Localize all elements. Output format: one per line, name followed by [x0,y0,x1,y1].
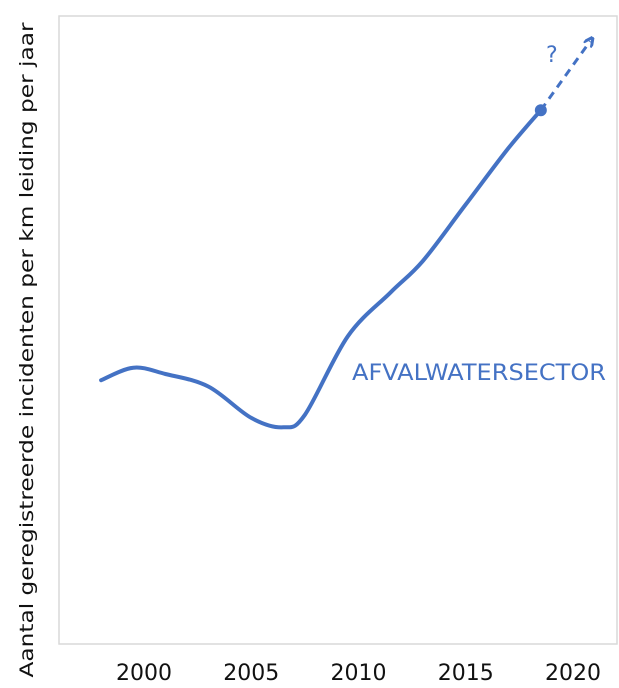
x-tick-label-2000: 2000 [116,661,172,686]
x-tick-label-2005: 2005 [223,661,279,686]
series-line-0 [99,108,543,430]
x-tick-label-2020: 2020 [545,661,601,686]
x-tick-labels: 2000 2005 2010 2015 2020 [116,661,601,686]
series-layer: AFVALWATERSECTOR? [99,41,606,430]
x-tick-label-2010: 2010 [331,661,387,686]
projection-arrow [539,41,590,112]
end-point-marker [534,104,547,117]
projection-question-mark: ? [546,43,558,68]
plot-frame [58,15,618,645]
series-label: AFVALWATERSECTOR [352,361,606,386]
x-tick-label-2015: 2015 [438,661,494,686]
y-axis-label: Aantal geregistreerde incidenten per km … [16,22,38,677]
